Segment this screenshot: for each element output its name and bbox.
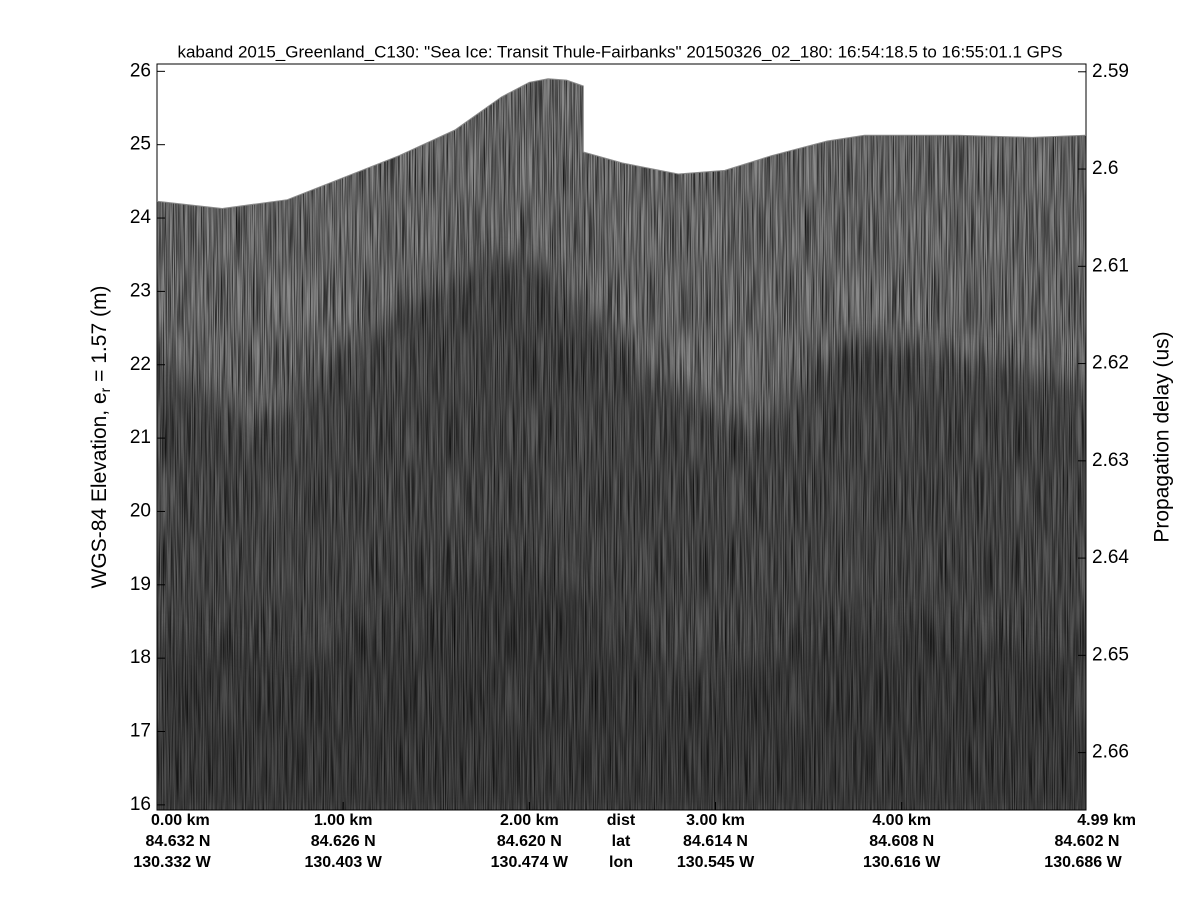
plot-frame [156,63,1087,811]
y2-tick-label: 2.63 [1092,450,1129,471]
x-tick-lon: 130.474 W [491,854,569,871]
y2-axis-label: Propagation delay (us) [1151,331,1174,542]
x-tick-lat: 84.602 N [1055,833,1120,850]
y-tick-label: 21 [130,427,151,448]
y2-tick-label: 2.64 [1092,547,1129,568]
x-tick-label: 1.00 km [314,812,373,829]
chart-title: kaband 2015_Greenland_C130: "Sea Ice: Tr… [177,42,1062,61]
x-tick-label: 4.99 km [1077,812,1136,829]
y-tick-label: 17 [130,721,151,742]
x-tick-label: 4.00 km [872,812,931,829]
y-tick-label: 18 [130,647,151,668]
y-tick-label: 24 [130,207,152,228]
y2-tick-label: 2.59 [1092,61,1129,82]
y-label-subscript: r [97,387,113,392]
y-tick-label: 20 [130,500,151,521]
x-tick-lat: 84.632 N [146,833,211,850]
y2-tick-label: 2.6 [1092,158,1118,179]
echo-texture [157,78,1086,810]
x-row-label: lat [612,833,631,850]
x-tick-lon: 130.686 W [1044,854,1122,871]
y-tick-label: 19 [130,574,151,595]
x-row-label: lon [609,854,633,871]
y2-tick-label: 2.66 [1092,742,1129,763]
y-tick-label: 23 [130,280,151,301]
x-tick-lat: 84.608 N [869,833,934,850]
y2-tick-label: 2.62 [1092,353,1129,374]
surface-line [156,78,1087,210]
x-tick-lon: 130.403 W [304,854,382,871]
x-tick-lon: 130.545 W [677,854,755,871]
x-tick-lon: 130.616 W [863,854,941,871]
x-tick-lat: 84.626 N [311,833,376,850]
x-tick-label: 2.00 km [500,812,559,829]
x-tick-label: 0.00 km [151,812,210,829]
x-tick-label: 3.00 km [686,812,745,829]
y-tick-label: 22 [130,354,151,375]
y-tick-label: 26 [130,60,151,81]
x-row-label: dist [607,812,636,829]
x-tick-lat: 84.620 N [497,833,562,850]
y-axis-label: WGS-84 Elevation, er = 1.57 (m) [88,286,113,589]
y-tick-label: 25 [130,134,151,155]
y2-tick-label: 2.61 [1092,255,1129,276]
y-tick-label: 16 [130,794,151,815]
echogram [157,78,1086,810]
x-tick-lat: 84.614 N [683,833,748,850]
x-tick-lon: 130.332 W [133,854,211,871]
y-label-text: WGS-84 Elevation, e [88,392,111,588]
y2-tick-label: 2.65 [1092,644,1129,665]
y-label-text: = 1.57 (m) [88,286,111,388]
